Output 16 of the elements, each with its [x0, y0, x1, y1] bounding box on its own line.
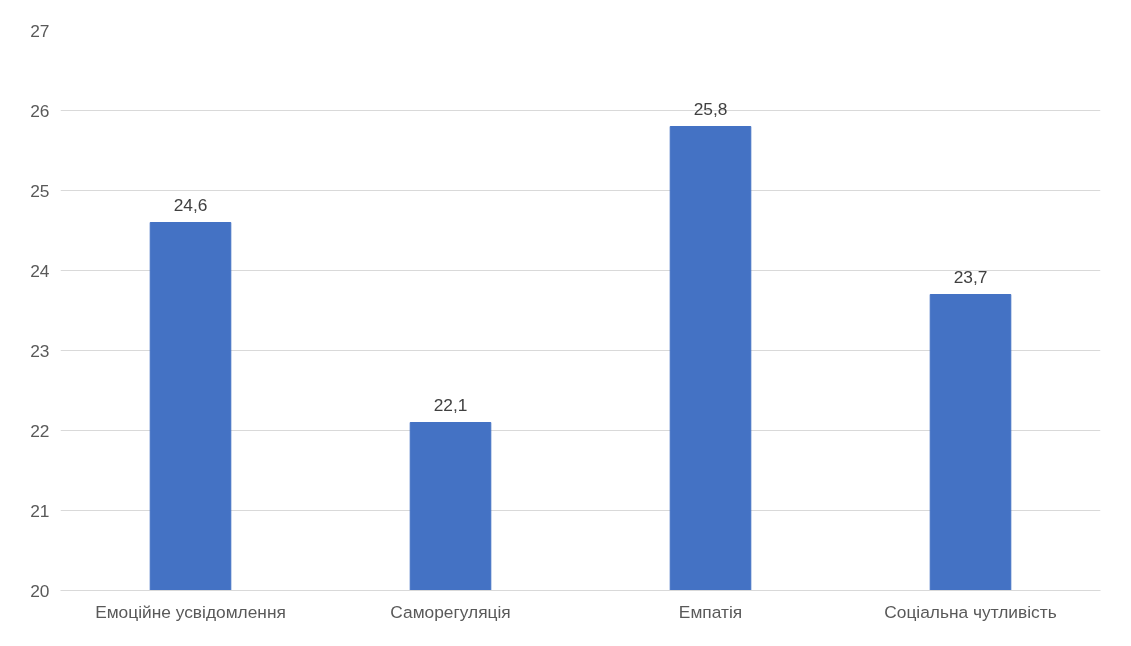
y-tick-label: 27 — [30, 20, 50, 41]
y-tick-label: 25 — [30, 180, 50, 201]
y-tick-label: 24 — [30, 260, 50, 281]
x-tick-label: Емпатія — [678, 601, 743, 622]
data-label: 25,8 — [693, 98, 728, 119]
x-tick-label: Соціальна чутливість — [884, 601, 1057, 622]
x-tick-label: Емоційне усвідомлення — [95, 601, 286, 622]
data-label: 23,7 — [953, 266, 988, 287]
y-tick-label: 23 — [30, 340, 50, 361]
data-label: 22,1 — [433, 394, 468, 415]
y-tick-label: 21 — [30, 500, 50, 521]
data-label: 24,6 — [173, 194, 208, 215]
y-tick-label: 20 — [30, 580, 50, 601]
x-tick-label: Саморегуляція — [390, 601, 511, 622]
y-tick-label: 22 — [30, 420, 50, 441]
y-tick-label: 26 — [30, 100, 50, 121]
